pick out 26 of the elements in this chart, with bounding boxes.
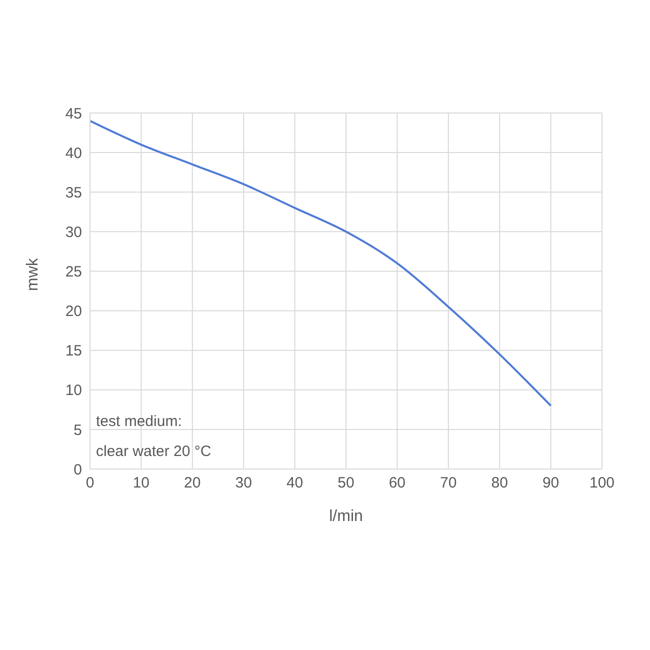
annotation: test medium:: [96, 412, 183, 432]
y-tick-label: 20: [65, 303, 82, 320]
y-tick-label: 0: [74, 461, 82, 478]
x-tick-label: 0: [86, 474, 94, 492]
x-tick-label: 80: [491, 474, 508, 492]
x-tick-label: 30: [235, 474, 252, 492]
x-tick-label: 60: [388, 474, 406, 492]
y-tick-label: 10: [65, 382, 82, 400]
x-tick-label: 90: [542, 474, 560, 492]
x-tick-label: 70: [440, 474, 457, 492]
y-tick-label: 25: [65, 264, 82, 281]
x-tick-label: 50: [338, 474, 354, 492]
x-axis-title: l/min: [329, 508, 363, 525]
x-tick-label: 10: [132, 474, 150, 492]
y-tick-label: 5: [74, 422, 82, 439]
y-tick-label: 35: [65, 184, 82, 202]
y-tick-label: 15: [65, 342, 82, 360]
y-axis-title: mwk: [24, 257, 42, 291]
y-tick-label: 45: [65, 105, 82, 122]
x-tick-label: 40: [286, 474, 304, 492]
y-tick-label: 40: [65, 144, 82, 162]
y-tick-label: 30: [65, 224, 82, 241]
line-series: [90, 120, 552, 407]
x-tick-label: 100: [589, 474, 615, 492]
annotation: clear water 20 °C: [96, 442, 212, 462]
x-tick-label: 20: [184, 474, 201, 492]
